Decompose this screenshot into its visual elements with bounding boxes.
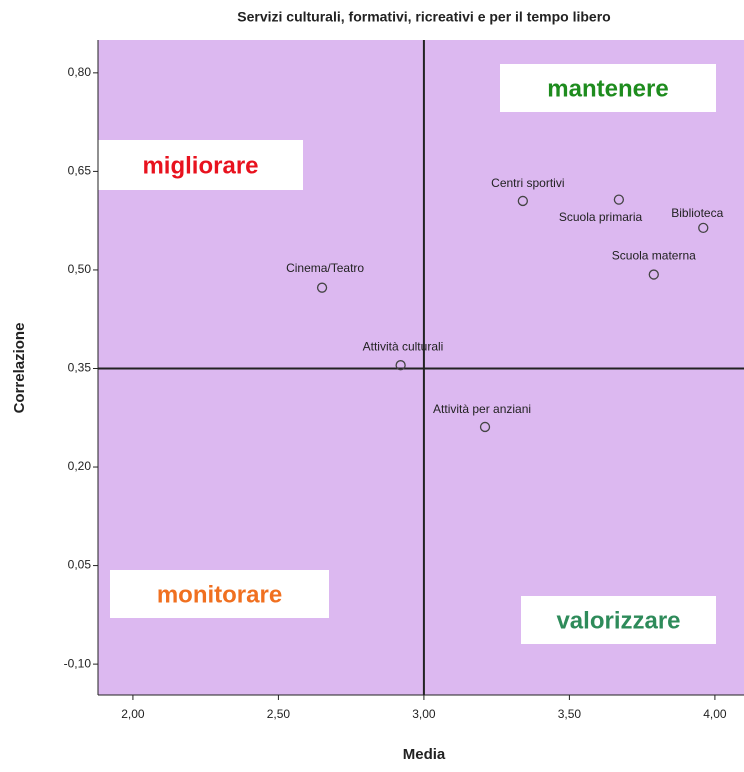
y-axis-title: Correlazione xyxy=(11,323,28,414)
quadrant-label: monitorare xyxy=(157,581,282,608)
x-tick-label: 2,00 xyxy=(121,707,145,721)
x-tick-label: 3,00 xyxy=(412,707,436,721)
x-tick-label: 2,50 xyxy=(267,707,291,721)
point-label: Attività culturali xyxy=(363,339,444,353)
point-label: Biblioteca xyxy=(671,206,723,220)
point xyxy=(517,195,528,207)
x-tick-label: 4,00 xyxy=(703,707,727,721)
chart-title: Servizi culturali, formativi, ricreativi… xyxy=(237,9,610,25)
point xyxy=(316,282,328,293)
point xyxy=(479,421,491,433)
point xyxy=(698,222,709,234)
point xyxy=(395,360,406,371)
x-axis-title: Media xyxy=(403,746,446,763)
x-tick-label: 3,50 xyxy=(558,707,582,721)
quadrant-box xyxy=(500,64,716,112)
point xyxy=(613,194,625,205)
quadrant-box xyxy=(110,570,329,618)
quadrant-label: migliorare xyxy=(142,152,258,179)
point-label: Centri sportivi xyxy=(491,176,564,190)
y-tick-label: 0,05 xyxy=(68,558,92,572)
point-label: Scuola materna xyxy=(612,249,696,263)
y-tick-label: 0,80 xyxy=(68,65,92,79)
y-tick-label: 0,35 xyxy=(68,361,92,375)
quadrant-label: valorizzare xyxy=(556,607,680,634)
y-tick-label: 0,20 xyxy=(68,459,92,473)
quadrant-box xyxy=(521,596,716,644)
point-label: Attività per anziani xyxy=(433,402,531,416)
y-tick-label: 0,65 xyxy=(68,164,92,178)
point-label: Scuola primaria xyxy=(559,210,643,224)
quadrant-box xyxy=(98,140,303,190)
quadrant-label: mantenere xyxy=(547,75,668,102)
point-label: Cinema/Teatro xyxy=(286,261,364,275)
y-tick-label: 0,50 xyxy=(68,262,92,276)
y-tick-label: -0,10 xyxy=(64,656,92,670)
point xyxy=(648,269,659,280)
